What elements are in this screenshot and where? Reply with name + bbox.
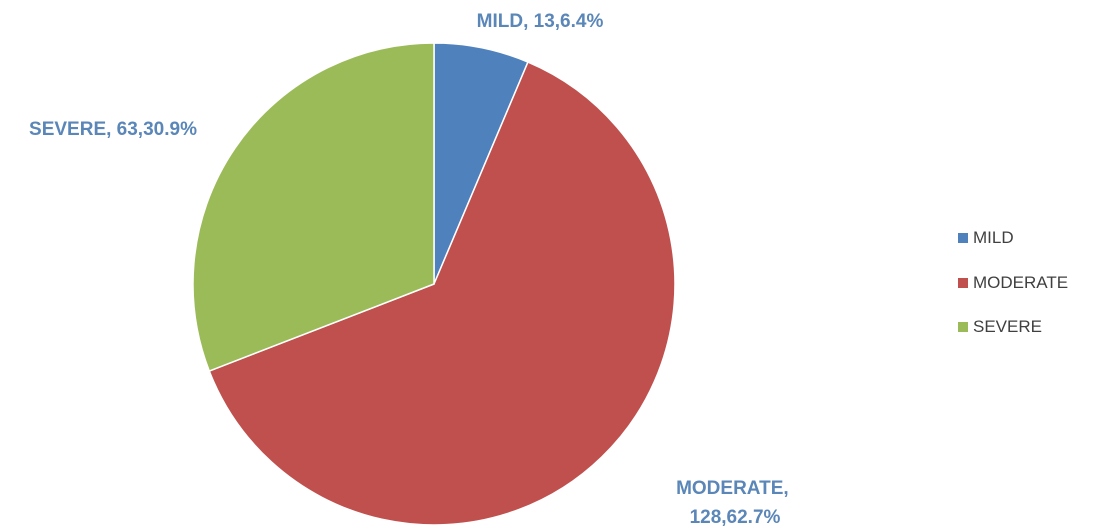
legend-item-mild: MILD <box>958 228 1014 247</box>
pie-slices <box>192 42 676 526</box>
legend-swatch-severe <box>958 322 968 332</box>
data-label-mild: MILD, 13,6.4% <box>477 11 604 32</box>
legend-label-mild: MILD <box>973 228 1014 247</box>
legend-item-severe: SEVERE <box>958 317 1042 336</box>
legend-label-severe: SEVERE <box>973 317 1042 336</box>
legend-label-moderate: MODERATE <box>973 273 1068 292</box>
legend-swatch-mild <box>958 233 968 243</box>
legend-item-moderate: MODERATE <box>958 273 1068 292</box>
pie-slice-severe <box>192 42 435 373</box>
data-label-moderate-line-2: 128,62.7% <box>690 507 781 528</box>
legend-swatch-moderate <box>958 278 968 288</box>
data-label-severe: SEVERE, 63,30.9% <box>29 119 197 140</box>
data-label-moderate-line-1: MODERATE, <box>676 478 789 499</box>
pie-slice-moderate <box>208 61 676 526</box>
data-label-moderate: MODERATE, 128,62.7% <box>676 478 794 528</box>
legend: MILD MODERATE SEVERE <box>958 228 1068 336</box>
